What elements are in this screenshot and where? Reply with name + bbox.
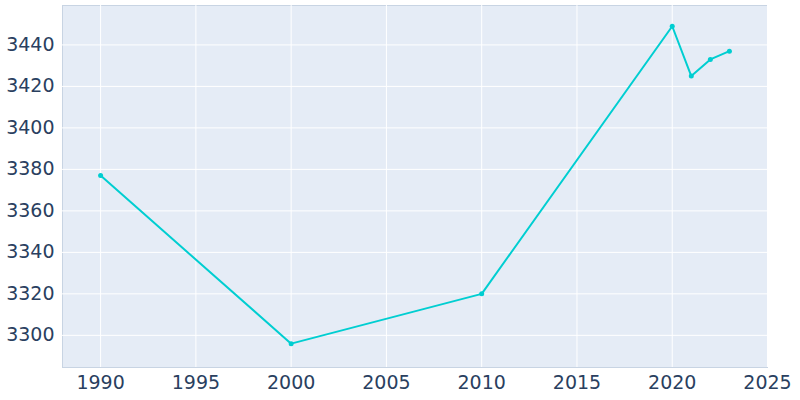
- svg-text:2025: 2025: [743, 371, 791, 393]
- svg-text:3380: 3380: [6, 157, 54, 179]
- svg-text:1990: 1990: [76, 371, 124, 393]
- svg-text:3300: 3300: [6, 323, 54, 345]
- svg-text:1995: 1995: [172, 371, 220, 393]
- svg-text:2005: 2005: [362, 371, 410, 393]
- svg-text:3400: 3400: [6, 116, 54, 138]
- svg-text:2000: 2000: [267, 371, 315, 393]
- svg-text:3340: 3340: [6, 240, 54, 262]
- svg-text:3320: 3320: [6, 282, 54, 304]
- svg-text:2015: 2015: [553, 371, 601, 393]
- svg-text:2010: 2010: [458, 371, 506, 393]
- svg-text:3440: 3440: [6, 33, 54, 55]
- svg-text:3360: 3360: [6, 199, 54, 221]
- svg-text:2020: 2020: [648, 371, 696, 393]
- svg-text:3420: 3420: [6, 74, 54, 96]
